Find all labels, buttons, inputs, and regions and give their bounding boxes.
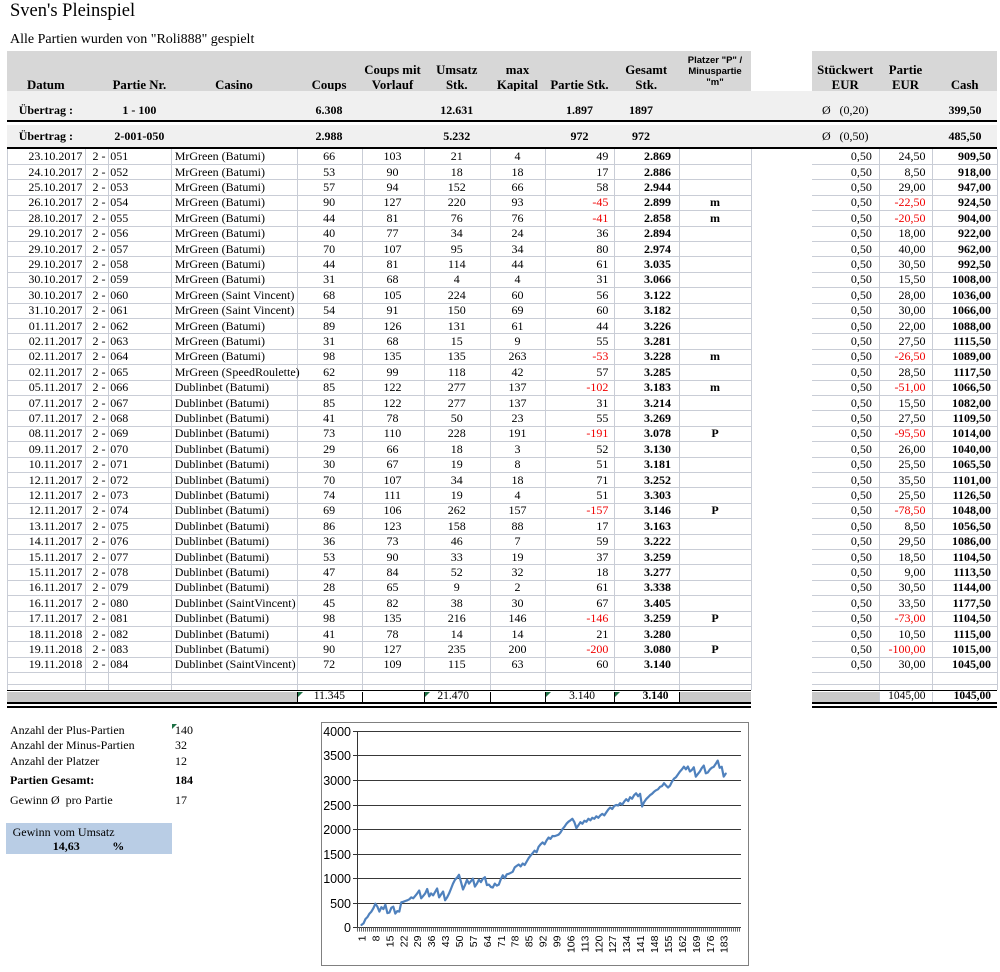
svg-text:162: 162 [677,935,689,953]
svg-text:2500: 2500 [323,799,351,813]
svg-text:85: 85 [524,935,536,947]
svg-text:127: 127 [607,935,619,953]
svg-text:4000: 4000 [323,725,351,739]
svg-text:3000: 3000 [323,774,351,788]
svg-text:113: 113 [579,935,591,952]
svg-text:92: 92 [538,935,550,947]
svg-text:22: 22 [398,935,410,947]
svg-text:15: 15 [384,935,396,947]
svg-text:43: 43 [440,935,452,947]
svg-text:183: 183 [719,935,731,953]
svg-text:71: 71 [496,935,508,947]
svg-text:3500: 3500 [323,749,351,763]
svg-text:57: 57 [468,935,480,947]
svg-text:155: 155 [663,935,675,953]
svg-text:8: 8 [370,935,382,941]
svg-text:99: 99 [552,935,564,947]
svg-text:2000: 2000 [323,823,351,837]
svg-text:1000: 1000 [323,872,351,886]
svg-text:78: 78 [510,935,522,947]
svg-text:169: 169 [691,935,703,953]
svg-text:141: 141 [635,935,647,953]
svg-text:500: 500 [330,897,351,911]
svg-text:0: 0 [344,921,351,935]
svg-text:106: 106 [566,935,578,953]
svg-text:134: 134 [621,935,633,953]
svg-text:176: 176 [705,935,717,953]
svg-text:29: 29 [412,935,424,947]
svg-text:1500: 1500 [323,848,351,862]
svg-text:36: 36 [426,935,438,947]
svg-text:1: 1 [357,935,369,941]
svg-text:50: 50 [454,935,466,947]
svg-text:64: 64 [482,935,494,947]
svg-text:148: 148 [649,935,661,953]
svg-text:120: 120 [593,935,605,953]
